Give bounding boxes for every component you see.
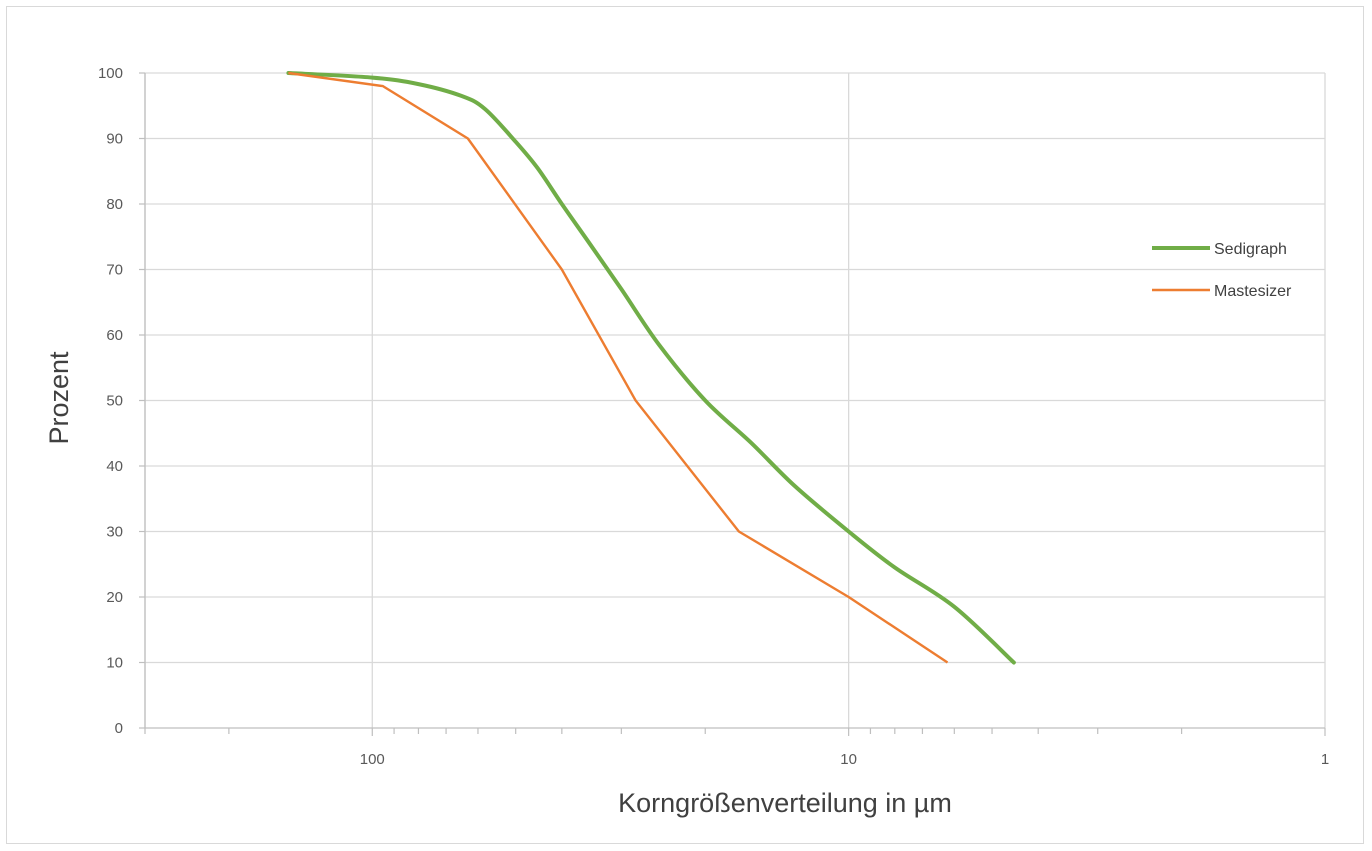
legend: Sedigraph Mastesizer (1152, 241, 1292, 300)
y-tick-label: 30 (106, 524, 123, 541)
axes (139, 72, 1326, 736)
y-tick-label: 80 (106, 196, 123, 213)
y-tick-label: 10 (106, 655, 123, 672)
series-line-mastesizer (288, 71, 949, 664)
x-axis-title: Korngrößenverteilung in µm (618, 788, 952, 818)
series-group (286, 71, 1016, 665)
y-tick-label: 20 (106, 589, 123, 606)
y-tick-label: 70 (106, 262, 123, 279)
legend-label: Sedigraph (1214, 241, 1287, 258)
tick-labels: 0 10 20 30 40 50 60 70 80 90 100 100 10 1 (98, 65, 1329, 768)
grid (144, 72, 1326, 728)
x-tick-label: 10 (840, 751, 857, 768)
y-axis-title: Prozent (44, 351, 74, 445)
y-tick-label: 90 (106, 131, 123, 148)
legend-label: Mastesizer (1214, 283, 1292, 300)
y-tick-label: 50 (106, 393, 123, 410)
chart-frame (6, 6, 1364, 844)
y-tick-label: 40 (106, 458, 123, 475)
y-tick-label: 0 (115, 720, 123, 737)
y-tick-label: 60 (106, 327, 123, 344)
x-tick-label: 1 (1321, 751, 1329, 768)
y-tick-label: 100 (98, 65, 123, 82)
series-line-sedigraph (286, 71, 1016, 665)
x-tick-label: 100 (360, 751, 385, 768)
